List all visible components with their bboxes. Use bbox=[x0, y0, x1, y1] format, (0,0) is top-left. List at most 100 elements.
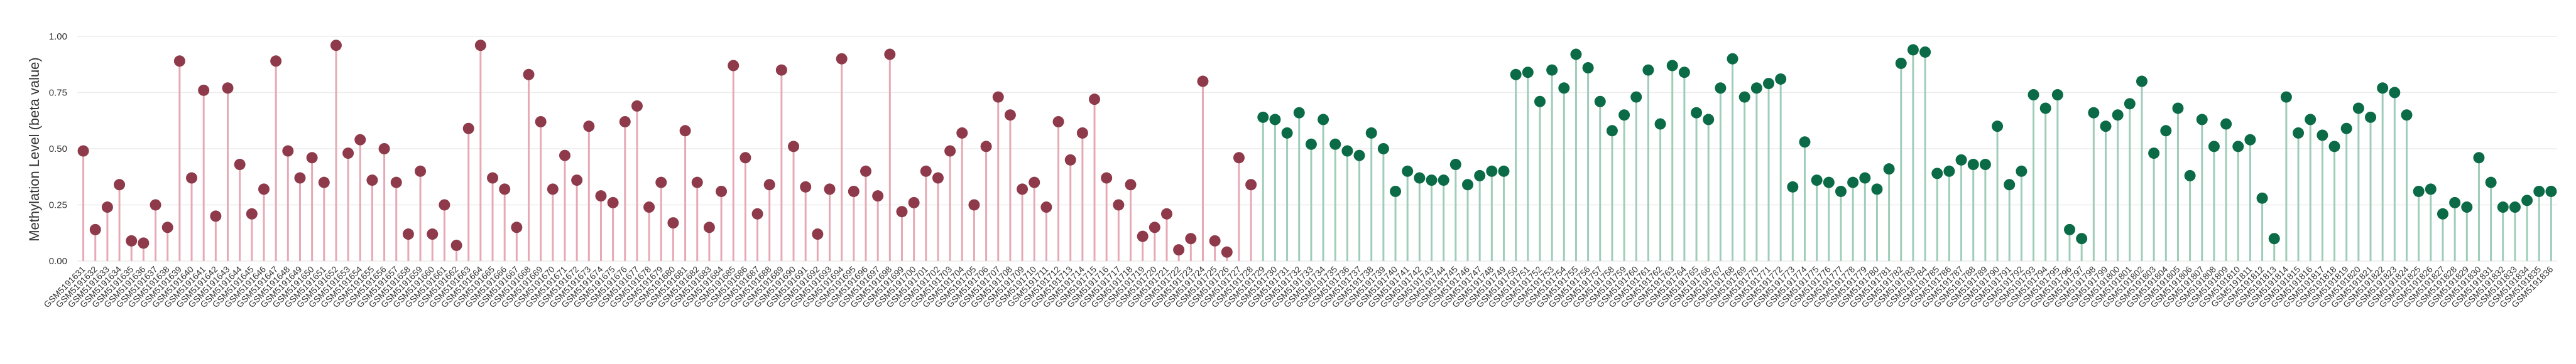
dot bbox=[1907, 44, 1919, 56]
dot bbox=[1630, 91, 1642, 103]
dot bbox=[2148, 147, 2160, 159]
dot bbox=[968, 199, 980, 211]
dot bbox=[366, 174, 378, 186]
dot bbox=[1089, 94, 1101, 105]
dot bbox=[1160, 208, 1172, 220]
dot bbox=[2280, 91, 2292, 103]
dot bbox=[1919, 46, 1931, 58]
dot bbox=[161, 222, 173, 233]
dot bbox=[2268, 233, 2280, 245]
dot bbox=[1029, 176, 1040, 188]
dot bbox=[2208, 141, 2220, 153]
dot bbox=[1365, 127, 1377, 139]
dot bbox=[896, 206, 908, 218]
dot bbox=[740, 152, 751, 164]
dot bbox=[402, 228, 414, 240]
dot bbox=[559, 149, 570, 161]
dot bbox=[2437, 208, 2448, 220]
dot bbox=[1738, 91, 1750, 103]
dot bbox=[2413, 185, 2425, 197]
dot bbox=[1703, 114, 1715, 126]
dot bbox=[1522, 67, 1534, 78]
dot bbox=[2509, 201, 2521, 213]
dot bbox=[474, 40, 486, 51]
dot bbox=[1859, 172, 1871, 184]
dot bbox=[1847, 176, 1859, 188]
dot bbox=[2545, 185, 2557, 197]
dot bbox=[1763, 78, 1775, 90]
dot bbox=[2461, 201, 2473, 213]
dot bbox=[655, 176, 667, 188]
dot bbox=[89, 223, 101, 235]
dot bbox=[1293, 107, 1305, 119]
dot bbox=[884, 48, 896, 60]
dot bbox=[1329, 138, 1341, 150]
dot bbox=[763, 179, 775, 191]
dot bbox=[1871, 183, 1883, 195]
dot bbox=[1931, 168, 1943, 179]
dot bbox=[788, 141, 800, 153]
dot bbox=[77, 145, 89, 157]
dot bbox=[1137, 230, 1149, 242]
dot bbox=[2389, 87, 2401, 99]
dot bbox=[2352, 102, 2364, 114]
dot bbox=[1558, 82, 1570, 94]
dot bbox=[294, 172, 306, 184]
dot bbox=[1052, 115, 1064, 127]
dot bbox=[2377, 82, 2389, 94]
dot bbox=[956, 127, 968, 139]
dot bbox=[1209, 235, 1221, 247]
dot bbox=[1895, 57, 1907, 69]
y-tick-label: 0.25 bbox=[49, 200, 67, 210]
dot bbox=[2533, 185, 2545, 197]
dot bbox=[1149, 222, 1160, 233]
y-axis-title: Methylation Level (beta value) bbox=[26, 57, 42, 242]
dot bbox=[1269, 114, 1281, 126]
dot bbox=[2196, 114, 2208, 126]
dot bbox=[1594, 95, 1606, 107]
dot bbox=[1510, 68, 1522, 80]
dot bbox=[2004, 179, 2016, 191]
dot bbox=[679, 125, 691, 137]
dot bbox=[511, 222, 523, 233]
dot bbox=[2136, 75, 2148, 87]
dot bbox=[1787, 181, 1799, 193]
dot bbox=[619, 115, 631, 127]
dot bbox=[607, 196, 619, 208]
dot bbox=[2317, 129, 2328, 141]
dot bbox=[378, 142, 390, 154]
dot bbox=[1185, 233, 1197, 245]
dot bbox=[1318, 114, 1329, 126]
dot bbox=[1064, 154, 1076, 166]
y-tick-label: 1.00 bbox=[49, 31, 67, 42]
dot bbox=[751, 208, 763, 220]
dot bbox=[2305, 114, 2317, 126]
dot bbox=[1582, 62, 1594, 74]
dot bbox=[1799, 136, 1811, 148]
dot bbox=[1390, 185, 1402, 197]
dot bbox=[1017, 183, 1029, 195]
dot bbox=[595, 190, 607, 202]
dot bbox=[1992, 120, 2004, 132]
dot bbox=[1414, 172, 1426, 184]
dot bbox=[836, 53, 848, 65]
dot bbox=[1666, 60, 1678, 72]
dot bbox=[222, 82, 234, 94]
dot bbox=[1750, 82, 1762, 94]
dot bbox=[306, 152, 318, 164]
dot bbox=[2160, 125, 2172, 137]
dot bbox=[2220, 118, 2232, 130]
dot bbox=[1498, 165, 1510, 177]
dot bbox=[980, 141, 992, 153]
dot bbox=[1341, 145, 1353, 157]
dot bbox=[2425, 183, 2437, 195]
dot bbox=[1305, 138, 1317, 150]
dot bbox=[2293, 127, 2305, 139]
dot bbox=[390, 176, 402, 188]
dot bbox=[1883, 163, 1895, 175]
dot bbox=[150, 199, 161, 211]
dot bbox=[462, 122, 474, 134]
dot bbox=[198, 84, 210, 96]
dot bbox=[2076, 233, 2088, 245]
